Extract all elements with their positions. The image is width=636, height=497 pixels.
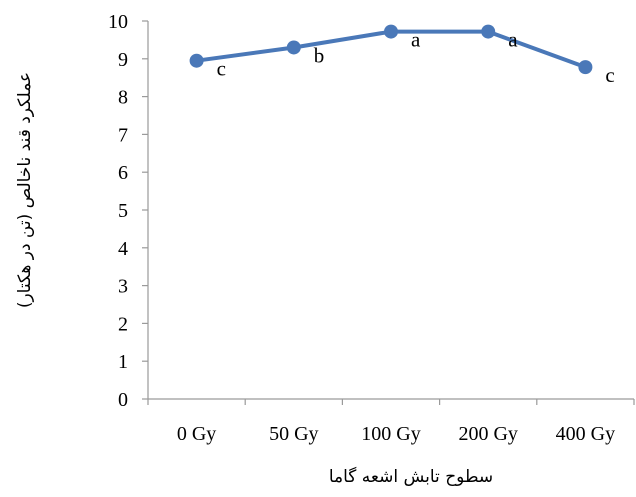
y-tick-label: 1 bbox=[118, 351, 128, 373]
x-tick-label: 0 Gy bbox=[177, 423, 216, 445]
data-point bbox=[286, 40, 301, 55]
y-tick-label: 3 bbox=[118, 276, 128, 298]
x-tick-label: 50 Gy bbox=[269, 423, 318, 445]
y-tick-label: 2 bbox=[118, 313, 128, 335]
y-tick-label: 9 bbox=[118, 49, 128, 71]
y-tick-label: 6 bbox=[118, 162, 128, 184]
data-point bbox=[578, 60, 593, 75]
y-axis-title: عملکرد قند ناخالص (تن در هکتار) bbox=[15, 72, 35, 308]
data-label: c bbox=[217, 57, 226, 81]
data-label: b bbox=[314, 43, 325, 67]
series-markers bbox=[189, 24, 593, 75]
x-axis-title: سطوح تابش اشعه گاما bbox=[329, 466, 493, 487]
y-tick-label: 7 bbox=[118, 124, 128, 146]
y-tick-label: 4 bbox=[118, 238, 128, 260]
x-tick-label: 200 Gy bbox=[458, 423, 517, 445]
y-tick-label: 5 bbox=[118, 200, 128, 222]
data-point bbox=[481, 24, 496, 39]
data-label: a bbox=[508, 28, 518, 52]
data-label: a bbox=[411, 28, 421, 52]
y-tick-label: 8 bbox=[118, 87, 128, 109]
y-axis-ticks: 0 1 2 3 4 5 6 7 8 9 10 bbox=[108, 11, 148, 411]
x-axis-ticks: 0 Gy 50 Gy 100 Gy 200 Gy 400 Gy bbox=[147, 399, 635, 445]
point-labels: c b a a c bbox=[217, 28, 615, 88]
data-point bbox=[189, 53, 204, 68]
y-tick-label: 10 bbox=[108, 11, 128, 33]
x-tick-label: 100 Gy bbox=[361, 423, 420, 445]
data-label: c bbox=[605, 63, 614, 87]
x-tick-label: 400 Gy bbox=[556, 423, 615, 445]
data-point bbox=[384, 24, 398, 39]
y-tick-label: 0 bbox=[118, 389, 128, 411]
